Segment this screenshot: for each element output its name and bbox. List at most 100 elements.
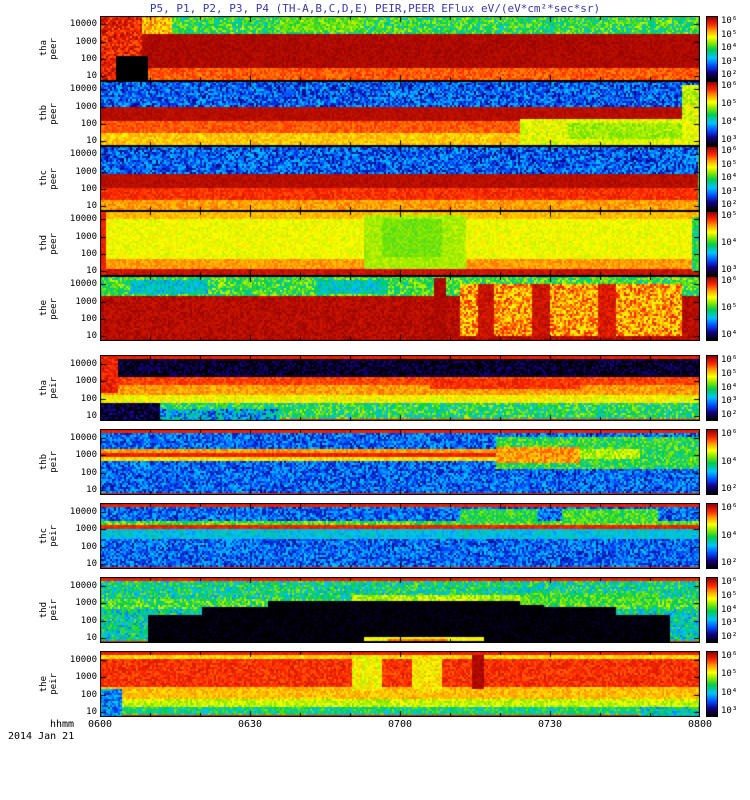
y-tick-label: 10000	[69, 432, 97, 443]
y-tick-label: 100	[80, 467, 97, 478]
colorbar-tick-label: 10³	[721, 706, 738, 716]
y-tick-label: 10	[86, 410, 97, 421]
y-tick-label: 10000	[69, 149, 97, 160]
colorbar-tick-label: 10²	[721, 200, 738, 210]
colorbar-tick-label: 10³	[721, 396, 738, 407]
colorbar-tick-label: 10⁴	[721, 456, 738, 467]
spectrogram-panel-tha-peir	[100, 355, 700, 421]
spectrogram-panel-the-peir	[100, 651, 700, 717]
colorbar-tick-label: 10⁴	[721, 530, 738, 541]
y-tick-label: 100	[80, 393, 97, 404]
colorbar-tick-label: 10⁶	[721, 503, 738, 513]
y-tick-label: 10	[86, 484, 97, 495]
y-tick-label: 100	[80, 118, 97, 129]
colorbar-thd-peer	[706, 211, 718, 276]
x-axis-date-label: 2014 Jan 21	[8, 731, 75, 742]
y-tick-label: 1000	[75, 36, 97, 47]
colorbar-tick-label: 10³	[721, 618, 738, 629]
y-tick-label: 1000	[75, 376, 97, 387]
y-tick-label: 10000	[69, 84, 97, 95]
y-tick-label: 10000	[69, 279, 97, 290]
y-tick-label: 1000	[75, 231, 97, 242]
y-tick-label: 10000	[69, 506, 97, 517]
spectrogram-panel-tha-peer	[100, 16, 700, 81]
y-tick-label: 10	[86, 330, 97, 341]
y-tick-label: 100	[80, 183, 97, 194]
y-tick-label: 10000	[69, 654, 97, 665]
colorbar-tick-label: 10⁵	[721, 669, 738, 680]
colorbar-tick-label: 10³	[721, 135, 738, 145]
colorbar-tick-label: 10³	[721, 265, 738, 275]
colorbar-tick-label: 10⁵	[721, 303, 738, 313]
colorbar-tick-label: 10⁵	[721, 590, 738, 601]
y-tick-label: 10	[86, 200, 97, 211]
y-tick-label: 100	[80, 53, 97, 64]
colorbar-tick-label: 10³	[721, 186, 738, 197]
panel-ylabel-line: the	[39, 675, 49, 693]
colorbar-tick-label: 10⁶	[721, 81, 738, 91]
panel-ylabel-line: thc	[39, 170, 49, 187]
colorbar-tick-label: 10⁵	[721, 99, 738, 109]
colorbar-tick-label: 10⁵	[721, 159, 738, 170]
panel-ylabel-line: the	[39, 300, 49, 317]
colorbar-tick-label: 10⁶	[721, 577, 738, 587]
panel-ylabel-line: thb	[39, 453, 49, 471]
colorbar-tick-label: 10⁴	[721, 382, 738, 393]
y-tick-label: 100	[80, 541, 97, 552]
spectrogram-panel-thb-peir	[100, 429, 700, 495]
colorbar-tick-label: 10⁴	[721, 330, 738, 340]
colorbar-tha-peer	[706, 16, 718, 81]
spectrogram-panel-thc-peer	[100, 146, 700, 211]
colorbar-tick-label: 10⁴	[721, 43, 738, 53]
colorbar-tick-label: 10²	[721, 484, 738, 494]
x-axis-time-format-label: hhmm	[50, 719, 75, 730]
colorbar-tick-label: 10²	[721, 70, 738, 80]
colorbar-tick-label: 10⁶	[721, 429, 738, 439]
spectrogram-panel-the-peer	[100, 276, 700, 341]
y-tick-label: 100	[80, 313, 97, 324]
panel-ylabel-line: thd	[39, 601, 49, 619]
panel-ylabel-line: thd	[39, 235, 49, 252]
y-tick-label: 1000	[75, 524, 97, 535]
y-tick-label: 10	[86, 706, 97, 717]
colorbar-tick-label: 10⁵	[721, 29, 738, 40]
colorbar-thb-peer	[706, 81, 718, 146]
colorbar-tick-label: 10⁴	[721, 604, 738, 615]
y-tick-label: 10000	[69, 580, 97, 591]
y-tick-label: 10000	[69, 19, 97, 30]
colorbar-tick-label: 10⁴	[721, 687, 738, 698]
colorbar-thd-peir	[706, 577, 718, 643]
y-tick-label: 10	[86, 558, 97, 569]
y-tick-label: 10000	[69, 214, 97, 225]
colorbar-tick-label: 10⁵	[721, 211, 738, 221]
colorbar-tick-label: 10⁴	[721, 173, 738, 183]
panel-ylabel-line: tha	[39, 379, 49, 397]
y-tick-label: 10000	[69, 358, 97, 369]
y-tick-label: 10	[86, 632, 97, 643]
spectrogram-panel-thd-peir	[100, 577, 700, 643]
y-tick-label: 100	[80, 248, 97, 259]
colorbar-thb-peir	[706, 429, 718, 495]
spectrogram-panel-thc-peir	[100, 503, 700, 569]
colorbar-the-peer	[706, 276, 718, 341]
colorbar-the-peir	[706, 651, 718, 717]
x-tick-label: 0700	[387, 719, 413, 730]
colorbar-tick-label: 10⁶	[721, 146, 738, 156]
colorbar-thc-peer	[706, 146, 718, 211]
panel-ylabel-line: tha	[39, 40, 49, 57]
y-tick-label: 1000	[75, 101, 97, 112]
colorbar-tick-label: 10⁴	[721, 117, 738, 127]
y-tick-label: 100	[80, 689, 97, 700]
spectrogram-panel-thb-peer	[100, 81, 700, 146]
colorbar-tick-label: 10²	[721, 558, 738, 568]
panel-ylabel-line: thb	[39, 105, 49, 122]
colorbar-tick-label: 10⁵	[721, 368, 738, 379]
x-tick-label: 0600	[87, 719, 113, 730]
x-tick-label: 0800	[687, 719, 713, 730]
colorbar-tick-label: 10⁶	[721, 355, 738, 365]
y-tick-label: 1000	[75, 296, 97, 307]
colorbar-tick-label: 10⁴	[721, 238, 738, 248]
x-tick-label: 0630	[237, 719, 263, 730]
x-tick-label: 0730	[537, 719, 563, 730]
